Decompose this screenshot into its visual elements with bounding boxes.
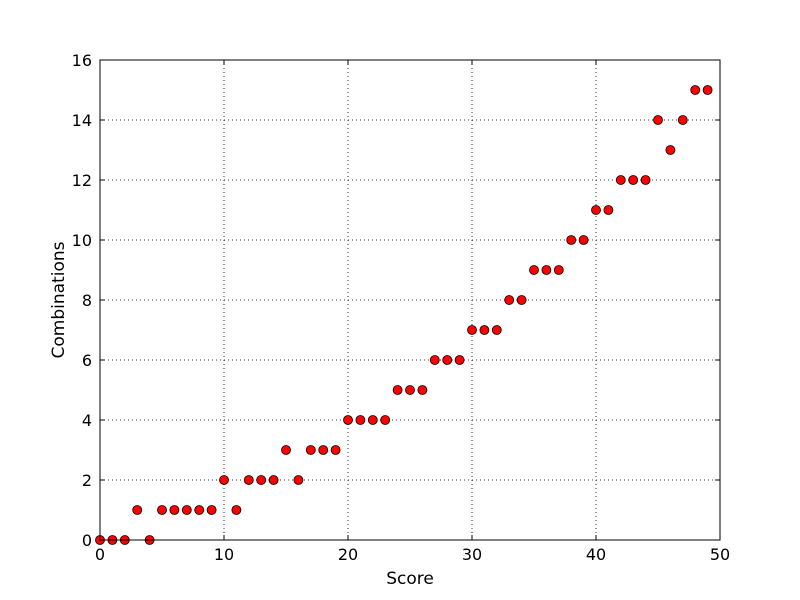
y-tick-label: 14 — [72, 111, 92, 130]
data-point — [479, 325, 490, 335]
data-point — [243, 475, 254, 485]
data-point — [665, 145, 676, 155]
data-point — [417, 385, 428, 395]
data-point — [566, 235, 577, 245]
x-tick-label: 10 — [214, 545, 234, 564]
data-point — [603, 205, 614, 215]
data-point — [405, 385, 415, 395]
data-point — [132, 505, 143, 515]
y-tick-label: 10 — [72, 231, 92, 250]
data-point — [169, 505, 180, 515]
x-tick-label: 0 — [95, 545, 105, 564]
data-point — [256, 475, 267, 485]
data-point — [367, 415, 378, 425]
data-point — [268, 475, 279, 485]
data-point — [653, 115, 663, 125]
y-axis-label: Combinations — [49, 241, 69, 358]
x-axis-label: Score — [386, 569, 434, 589]
data-point — [442, 355, 453, 365]
data-point — [504, 295, 515, 305]
data-point — [702, 85, 713, 95]
data-point — [429, 355, 440, 365]
data-point — [640, 175, 651, 185]
data-point — [157, 505, 167, 515]
data-point — [293, 475, 304, 485]
y-tick-label: 6 — [82, 351, 92, 370]
data-point — [231, 505, 242, 515]
y-tick-label: 4 — [82, 411, 92, 430]
y-tick-label: 2 — [82, 471, 92, 490]
data-point — [553, 265, 564, 275]
data-point — [281, 445, 291, 455]
data-point — [628, 175, 639, 185]
data-point — [467, 325, 477, 335]
data-point — [318, 445, 329, 455]
y-tick-label: 0 — [82, 531, 92, 550]
data-point — [305, 445, 316, 455]
data-point — [578, 235, 589, 245]
grid — [100, 60, 720, 540]
y-tick-label: 16 — [72, 51, 92, 70]
data-point — [206, 505, 217, 515]
data-points — [95, 85, 713, 545]
plot-area-frame — [99, 59, 721, 541]
data-point — [392, 385, 403, 395]
data-point — [491, 325, 502, 335]
data-point — [219, 475, 229, 485]
tick-labels: 0 10 20 30 40 50 0 2 4 6 8 10 12 14 16 — [72, 51, 731, 564]
x-tick-label: 50 — [710, 545, 730, 564]
y-tick-label: 8 — [82, 291, 92, 310]
x-tick-label: 20 — [338, 545, 358, 564]
data-point — [454, 355, 465, 365]
data-point — [516, 295, 527, 305]
data-point — [343, 415, 353, 425]
data-point — [355, 415, 366, 425]
data-point — [194, 505, 205, 515]
data-point — [690, 85, 701, 95]
data-point — [591, 205, 601, 215]
data-point — [181, 505, 192, 515]
x-tick-label: 40 — [586, 545, 606, 564]
data-point — [677, 115, 688, 125]
data-point — [330, 445, 341, 455]
y-tick-label: 12 — [72, 171, 92, 190]
data-point — [541, 265, 552, 275]
x-tick-label: 30 — [462, 545, 482, 564]
data-point — [380, 415, 391, 425]
data-point — [529, 265, 539, 275]
data-point — [615, 175, 626, 185]
